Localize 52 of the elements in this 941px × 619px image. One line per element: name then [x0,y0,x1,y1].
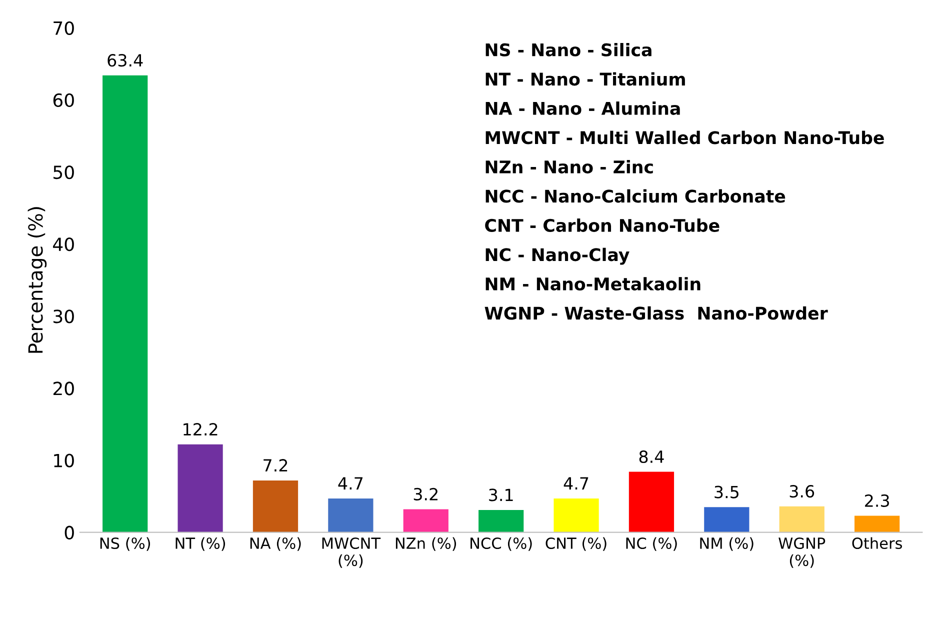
y-tick-label: 10 [54,454,74,468]
annotation: NS - Nano - Silica [486,42,652,56]
annotation: NCC - Nano-Calcium Carbonate [486,189,786,203]
x-tick-label: MWCNT (%) [322,537,381,568]
data-label: 8.4 [639,450,664,464]
data-label: 3.5 [714,486,738,498]
bar [628,472,674,532]
y-tick-label: 20 [53,382,74,396]
bar [178,444,223,532]
annotation: NC - Nano-Clay [486,248,630,265]
x-tick-label: NM (%) [700,537,754,551]
y-tick-label: 50 [54,165,74,180]
annotation: NM - Nano-Metakaolin [486,277,700,291]
annotation: NT - Nano - Titanium [486,72,685,86]
data-label: 12.2 [184,423,218,436]
annotation: WGNP - Waste-Glass Nano-Powder [484,306,828,320]
x-tick-label: NC (%) [626,537,677,551]
bar [328,498,374,532]
data-label: 4.7 [338,477,363,490]
bar [554,498,599,532]
bar [478,510,524,532]
data-label: 3.6 [790,485,814,498]
y-tick-label: 30 [54,310,74,324]
bar [779,506,824,532]
bar [704,507,750,532]
annotation: NA - Nano - Alumina [486,102,680,115]
x-tick-label: WGNP (%) [778,537,826,568]
x-tick-label: NT (%) [176,537,226,551]
y-tick-label: 70 [54,21,74,35]
x-tick-label: Others [852,537,902,550]
x-tick-label: NS (%) [100,537,150,551]
y-tick-label: 0 [64,526,74,540]
bar [252,480,298,532]
annotation: CNT - Carbon Nano-Tube [485,218,720,232]
x-tick-label: NZn (%) [396,537,456,551]
bar [403,509,448,532]
bar [102,75,148,532]
x-tick-label: NCC (%) [470,537,532,551]
data-label: 63.4 [108,54,143,67]
x-tick-label: NA (%) [250,537,301,551]
y-axis-title: Percentage (%) [28,207,47,353]
data-label: 3.1 [489,488,513,502]
y-tick-label: 60 [53,93,74,108]
annotation: MWCNT - Multi Walled Carbon Nano-Tube [486,130,884,144]
y-tick-label: 40 [53,238,74,252]
data-label: 2.3 [865,494,889,507]
annotation: NZn - Nano - Zinc [486,160,653,174]
bar [854,516,900,532]
data-label: 3.2 [414,488,438,500]
x-tick-label: CNT (%) [546,537,606,551]
data-label: 4.7 [564,477,588,490]
data-label: 7.2 [264,459,288,472]
